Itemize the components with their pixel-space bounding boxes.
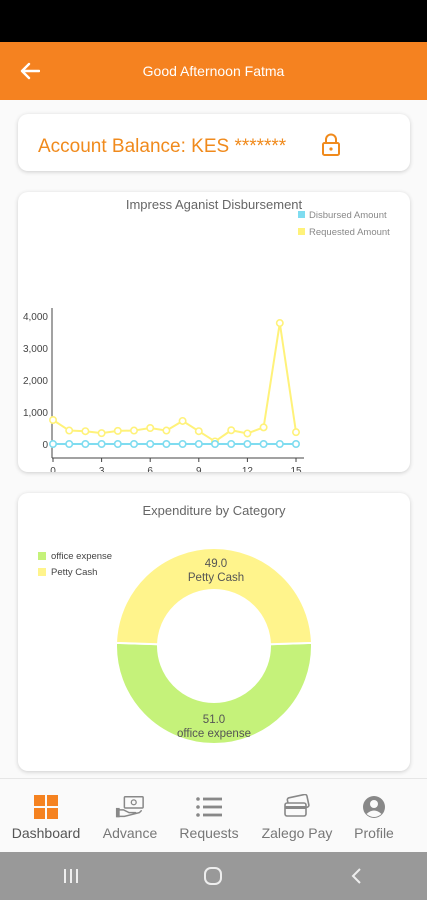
x-tick-label: 12 (242, 466, 254, 472)
petty-cash-name-label: Petty Cash (188, 572, 244, 584)
data-point (178, 440, 187, 449)
data-point (227, 440, 236, 449)
data-point (259, 440, 268, 449)
data-point (162, 426, 171, 435)
data-point (243, 440, 252, 449)
y-tick-label: 0 (42, 440, 48, 451)
y-tick-label: 1,000 (23, 408, 48, 419)
x-tick-label: 9 (196, 466, 202, 472)
home-icon (204, 867, 223, 885)
line-chart: 0 1,000 2,000 3,000 4,000 0 3 6 9 12 15 Disbursed A… (23, 210, 390, 472)
data-point (81, 440, 90, 449)
home-button[interactable] (183, 852, 243, 900)
data-point (65, 426, 74, 435)
list-icon (196, 797, 222, 817)
data-point (227, 426, 236, 435)
legend-swatch (38, 568, 46, 576)
recent-apps-icon (64, 869, 79, 883)
dashboard-grid-icon (34, 795, 58, 819)
nav-zalego-pay[interactable]: Zalego Pay (254, 779, 340, 853)
nav-label: Profile (354, 825, 394, 841)
x-tick-label: 15 (290, 466, 302, 472)
x-tick-label: 3 (99, 466, 105, 472)
y-tick-label: 3,000 (23, 344, 48, 355)
dashboard-content[interactable]: Account Balance: KES ******* Impress Aga… (0, 100, 427, 778)
nav-label: Zalego Pay (261, 825, 333, 841)
data-point (130, 440, 139, 449)
office-expense-value-label: 51.0 (203, 714, 225, 726)
data-point (194, 427, 203, 436)
user-circle-icon (363, 796, 385, 818)
account-balance-text: Account Balance: KES ******* (38, 135, 287, 157)
data-point (97, 440, 106, 449)
legend-label: office expense (51, 551, 112, 562)
legend-label: Petty Cash (51, 567, 97, 578)
data-point (48, 416, 57, 425)
data-point (146, 440, 155, 449)
bottom-navigation: Dashboard Advance Requests (0, 778, 427, 852)
data-point (291, 428, 300, 437)
data-point (275, 440, 284, 449)
data-point (113, 440, 122, 449)
legend-swatch (38, 552, 46, 560)
line-chart-card: Impress Aganist Disbursement 0 1,000 2,000… (18, 192, 410, 472)
series-line-requested-amount (52, 322, 297, 443)
cards-icon (284, 794, 310, 817)
nav-label: Dashboard (11, 825, 81, 841)
nav-profile[interactable]: Profile (346, 779, 402, 853)
data-point (81, 427, 90, 436)
pie-chart-card: Expenditure by Category 49.0 Petty Cash 51… (18, 493, 410, 771)
line-chart-title: Impress Aganist Disbursement (125, 197, 303, 212)
balance-card: Account Balance: KES ******* (18, 114, 410, 171)
petty-cash-value-label: 49.0 (205, 558, 227, 570)
app-bar: Good Afternoon Fatma (0, 42, 427, 100)
pie-slice-office-expense (115, 641, 313, 745)
data-point (291, 440, 300, 449)
nav-requests[interactable]: Requests (174, 779, 244, 853)
data-point (113, 426, 122, 435)
data-point (243, 429, 252, 438)
pie-chart: 49.0 Petty Cash 51.0 office expense office e… (38, 547, 313, 745)
y-tick-label: 2,000 (23, 376, 48, 387)
data-point (211, 440, 220, 449)
data-point (130, 426, 139, 435)
data-point (97, 429, 106, 438)
nav-advance[interactable]: Advance (96, 779, 164, 853)
x-tick-label: 6 (147, 466, 153, 472)
legend-label: Disbursed Amount (309, 210, 387, 221)
system-navigation-bar (0, 852, 427, 900)
chevron-left-icon (351, 868, 361, 884)
data-point (162, 440, 171, 449)
y-tick-label: 4,000 (23, 312, 48, 323)
back-button[interactable] (14, 56, 46, 86)
legend-label: Requested Amount (309, 227, 390, 238)
nav-dashboard[interactable]: Dashboard (8, 779, 84, 853)
system-back-button[interactable] (326, 852, 386, 900)
data-point (259, 423, 268, 432)
cash-hand-icon (115, 795, 144, 818)
data-point (275, 319, 284, 328)
page-title: Good Afternoon Fatma (142, 63, 285, 79)
data-point (65, 440, 74, 449)
pie-chart-title: Expenditure by Category (142, 503, 286, 518)
lock-icon[interactable] (320, 133, 342, 157)
office-expense-name-label: office expense (177, 728, 251, 740)
data-point (146, 424, 155, 433)
legend-swatch (298, 228, 305, 235)
data-point (194, 440, 203, 449)
status-bar (0, 0, 427, 42)
arrow-left-icon (20, 62, 40, 80)
nav-label: Requests (179, 825, 239, 841)
legend-swatch (298, 211, 305, 218)
pie-slice-petty-cash (115, 547, 313, 646)
data-point (48, 440, 57, 449)
data-point (178, 416, 187, 425)
x-tick-label: 0 (50, 466, 56, 472)
recent-apps-button[interactable] (41, 852, 101, 900)
nav-label: Advance (102, 825, 158, 841)
